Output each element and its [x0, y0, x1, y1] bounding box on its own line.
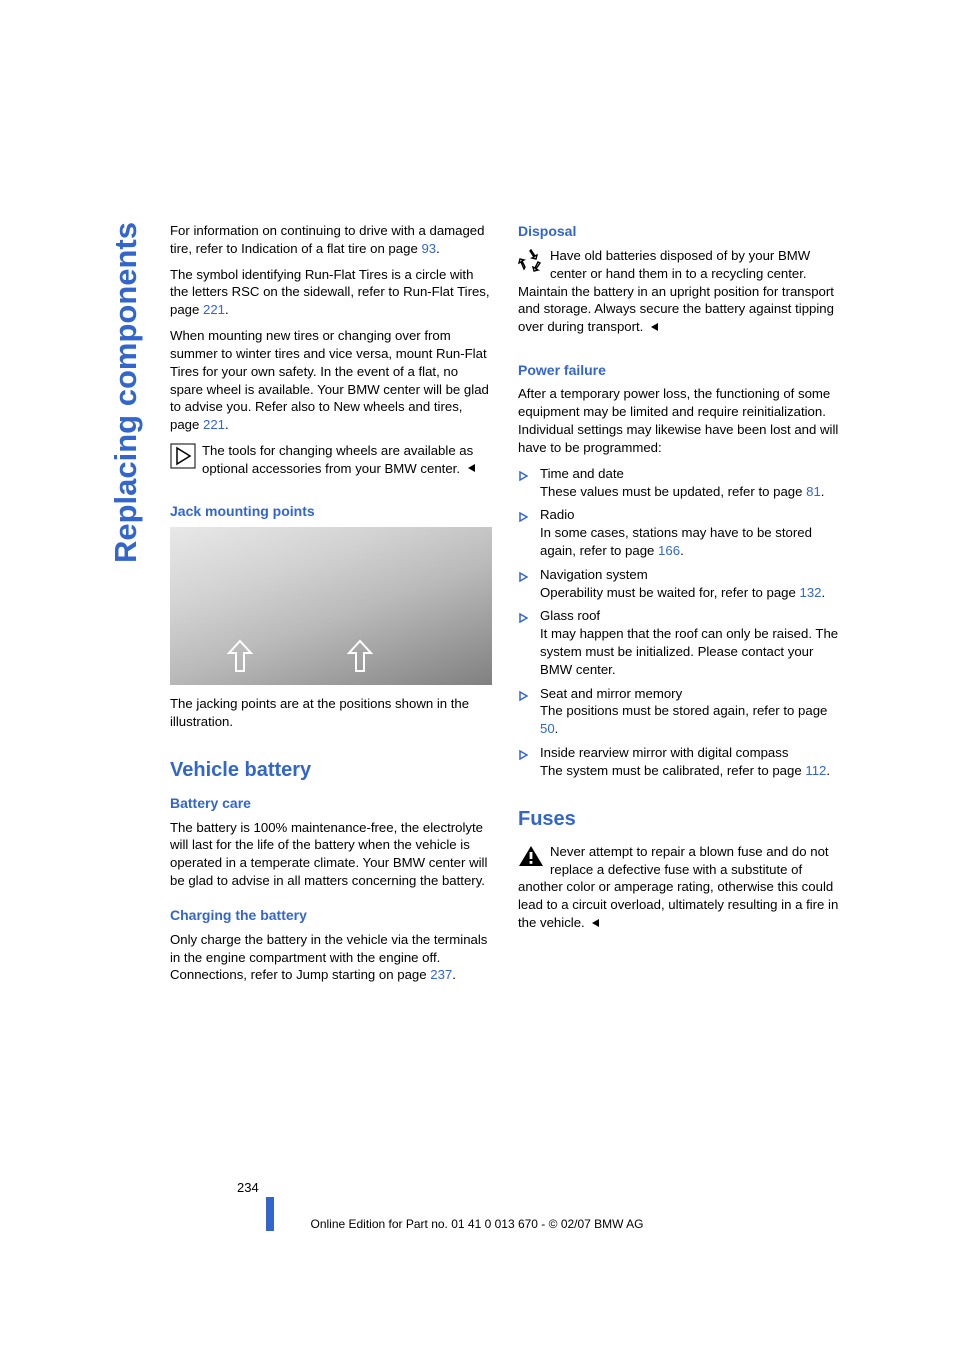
text: These values must be updated, refer to p…	[540, 484, 806, 499]
list-item: Glass roof It may happen that the roof c…	[518, 607, 840, 678]
paragraph: The symbol identifying Run-Flat Tires is…	[170, 266, 492, 319]
item-body: It may happen that the roof can only be …	[540, 625, 840, 678]
heading-power-failure: Power failure	[518, 361, 840, 380]
page-reference[interactable]: 93	[421, 241, 436, 256]
page-reference[interactable]: 221	[203, 302, 225, 317]
heading-vehicle-battery: Vehicle battery	[170, 757, 492, 784]
item-title: Time and date	[540, 465, 840, 483]
item-title: Navigation system	[540, 566, 840, 584]
heading-fuses: Fuses	[518, 806, 840, 833]
info-icon	[170, 443, 196, 469]
text: .	[452, 967, 456, 982]
text: .	[680, 543, 684, 558]
list-item: Seat and mirror memory The positions mus…	[518, 685, 840, 738]
note-paragraph: Have old batteries disposed of by your B…	[518, 247, 840, 337]
heading-charging: Charging the battery	[170, 906, 492, 925]
heading-battery-care: Battery care	[170, 794, 492, 813]
warning-text: Never attempt to repair a blown fuse and…	[518, 844, 838, 930]
content-columns: For information on continuing to drive w…	[170, 222, 844, 992]
page-reference[interactable]: 166	[658, 543, 680, 558]
text: Operability must be waited for, refer to…	[540, 585, 800, 600]
text: .	[826, 763, 830, 778]
page-reference[interactable]: 112	[805, 763, 826, 778]
text: .	[436, 241, 440, 256]
page-reference[interactable]: 50	[540, 721, 555, 736]
heading-disposal: Disposal	[518, 222, 840, 241]
right-column: Disposal Have old batteries disposed of …	[518, 222, 840, 992]
text: The system must be calibrated, refer to …	[540, 763, 805, 778]
chapter-tab: Replacing components	[110, 222, 150, 563]
warning-icon	[518, 844, 544, 868]
end-mark-icon	[649, 319, 659, 337]
text: .	[225, 302, 229, 317]
page: Replacing components For information on …	[0, 0, 954, 1351]
list-item: Inside rearview mirror with digital comp…	[518, 744, 840, 780]
text: .	[821, 484, 825, 499]
end-mark-icon	[466, 460, 476, 478]
jack-points-figure	[170, 527, 492, 685]
warning-paragraph: Never attempt to repair a blown fuse and…	[518, 843, 840, 933]
item-title: Glass roof	[540, 607, 840, 625]
page-reference[interactable]: 132	[800, 585, 822, 600]
paragraph: Only charge the battery in the vehicle v…	[170, 931, 492, 984]
left-column: For information on continuing to drive w…	[170, 222, 492, 992]
paragraph: The jacking points are at the positions …	[170, 695, 492, 731]
list-item: Navigation system Operability must be wa…	[518, 566, 840, 602]
page-number: 234	[237, 1180, 259, 1195]
end-mark-icon	[590, 915, 600, 933]
bullet-icon	[518, 509, 528, 527]
paragraph: For information on continuing to drive w…	[170, 222, 492, 258]
item-body: These values must be updated, refer to p…	[540, 483, 840, 501]
text: .	[555, 721, 559, 736]
power-failure-list: Time and date These values must be updat…	[518, 465, 840, 780]
item-title: Radio	[540, 506, 840, 524]
list-item: Time and date These values must be updat…	[518, 465, 840, 501]
item-title: Seat and mirror memory	[540, 685, 840, 703]
bullet-icon	[518, 610, 528, 628]
note-text: Have old batteries disposed of by your B…	[518, 248, 834, 334]
text: It may happen that the roof can only be …	[540, 626, 838, 677]
text: .	[225, 417, 229, 432]
text: The positions must be stored again, refe…	[540, 703, 827, 718]
note-text: The tools for changing wheels are availa…	[202, 443, 473, 476]
paragraph: After a temporary power loss, the functi…	[518, 385, 840, 456]
heading-jack-mounting: Jack mounting points	[170, 502, 492, 521]
text: .	[822, 585, 826, 600]
page-reference[interactable]: 221	[203, 417, 225, 432]
item-title: Inside rearview mirror with digital comp…	[540, 744, 840, 762]
bullet-icon	[518, 747, 528, 765]
bullet-icon	[518, 468, 528, 486]
page-reference[interactable]: 81	[806, 484, 821, 499]
bullet-icon	[518, 569, 528, 587]
list-item: Radio In some cases, stations may have t…	[518, 506, 840, 559]
item-body: The system must be calibrated, refer to …	[540, 762, 840, 780]
item-body: In some cases, stations may have to be s…	[540, 524, 840, 560]
item-body: Operability must be waited for, refer to…	[540, 584, 840, 602]
paragraph: The battery is 100% maintenance-free, th…	[170, 819, 492, 890]
item-body: The positions must be stored again, refe…	[540, 702, 840, 738]
recycle-icon	[518, 248, 544, 272]
page-reference[interactable]: 237	[430, 967, 452, 982]
bullet-icon	[518, 688, 528, 706]
footer-text: Online Edition for Part no. 01 41 0 013 …	[0, 1217, 954, 1231]
paragraph: When mounting new tires or changing over…	[170, 327, 492, 434]
note-paragraph: The tools for changing wheels are availa…	[170, 442, 492, 478]
